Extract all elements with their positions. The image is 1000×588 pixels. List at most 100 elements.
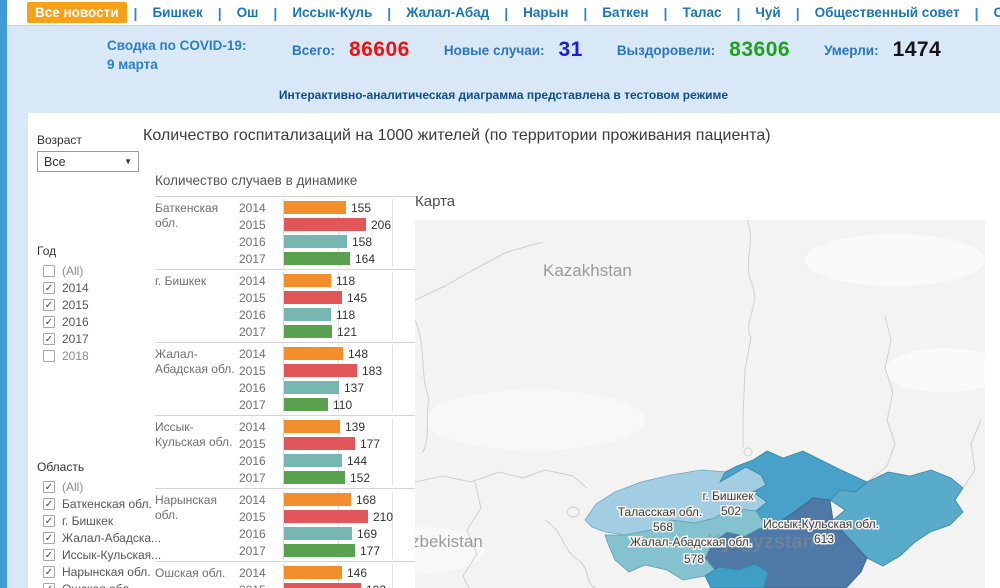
chart-year-label: 2016 bbox=[239, 380, 266, 395]
nav-item-8[interactable]: Чуй bbox=[755, 5, 781, 20]
checkbox-checked-icon[interactable]: ✓ bbox=[43, 531, 55, 544]
filters-region-option-3[interactable]: ✓ Жалал-Абадска... bbox=[43, 529, 161, 546]
dynamics-bar-chart: Количество случаев в динамике Баткенская… bbox=[155, 173, 417, 588]
nav-item-1[interactable]: Бишкек bbox=[152, 5, 203, 20]
filters-year-option-3[interactable]: ✓ 2016 bbox=[43, 313, 152, 330]
checkbox-checked-icon[interactable]: ✓ bbox=[43, 281, 55, 294]
bar-mark-2015[interactable] bbox=[284, 291, 342, 304]
filters-year-option-4[interactable]: ✓ 2017 bbox=[43, 330, 152, 347]
chart-bar-cell: 145 bbox=[283, 289, 415, 306]
checkbox-unchecked-icon[interactable] bbox=[43, 349, 55, 362]
chart-value-label: 146 bbox=[347, 565, 368, 580]
chart-bar-cell: 118 bbox=[283, 306, 415, 323]
bar-mark-2014[interactable] bbox=[284, 566, 342, 579]
region-filter-options: ✓ (All) ✓ Баткенская обл. ✓ г. Бишкек ✓ Жалал-А… bbox=[37, 478, 161, 588]
checkbox-checked-icon[interactable]: ✓ bbox=[43, 315, 55, 328]
checkbox-checked-icon[interactable]: ✓ bbox=[43, 298, 55, 311]
bar-mark-2015[interactable] bbox=[284, 364, 357, 377]
checkbox-label: Нарынская обл. bbox=[62, 564, 151, 579]
bar-mark-2016[interactable] bbox=[284, 527, 352, 540]
checkbox-checked-icon[interactable]: ✓ bbox=[43, 548, 55, 561]
bar-mark-2017[interactable] bbox=[284, 325, 332, 338]
nav-item-9[interactable]: Общественный совет bbox=[814, 5, 960, 20]
bar-mark-2015[interactable] bbox=[284, 437, 355, 450]
filters-year-option-2[interactable]: ✓ 2015 bbox=[43, 296, 152, 313]
filters-year-option-5[interactable]: 2018 bbox=[43, 347, 152, 364]
checkbox-checked-icon[interactable]: ✓ bbox=[43, 332, 55, 345]
page-left-accent-strip bbox=[0, 0, 7, 588]
filters-region-option-2[interactable]: ✓ г. Бишкек bbox=[43, 512, 152, 529]
filters-region-option-6[interactable]: ✓ Ошская обл. bbox=[43, 580, 152, 588]
chart-year-label: 2017 bbox=[239, 324, 266, 339]
chart-region-label: Иссык-Кульская обл. bbox=[155, 420, 233, 449]
chart-group-5: Ошская обл. 2014 146 2015 192 bbox=[155, 562, 417, 588]
nav-item-2[interactable]: Ош bbox=[236, 5, 259, 20]
checkbox-unchecked-icon[interactable] bbox=[43, 264, 55, 277]
bar-mark-2017[interactable] bbox=[284, 398, 328, 411]
checkbox-checked-icon[interactable]: ✓ bbox=[43, 480, 55, 493]
nav-item-5[interactable]: Нарын bbox=[523, 5, 569, 20]
nav-item-6[interactable]: Баткен bbox=[602, 5, 649, 20]
bar-mark-2016[interactable] bbox=[284, 454, 342, 467]
chart-year-label: 2014 bbox=[239, 419, 266, 434]
map-region-issyk-kul[interactable] bbox=[829, 469, 964, 567]
chart-group-3: Иссык-Кульская обл. 2014 139 2015 177 2016 144… bbox=[155, 416, 417, 489]
map-region-osh[interactable] bbox=[704, 563, 769, 588]
chart-row: 2017 164 bbox=[239, 250, 417, 267]
map-region-name-label: Иссык-Кульская обл. bbox=[763, 517, 879, 531]
filters-year-option-1[interactable]: ✓ 2014 bbox=[43, 279, 152, 296]
chart-value-label: 148 bbox=[348, 346, 369, 361]
nav-separator: | bbox=[217, 4, 222, 21]
map-terrain-patch bbox=[885, 348, 985, 392]
chart-row: 2015 206 bbox=[239, 216, 417, 233]
nav-item-10[interactable]: Опросник bbox=[993, 5, 1000, 20]
map-region-jalal-abad[interactable] bbox=[604, 507, 768, 581]
chart-bar-cell: 155 bbox=[283, 199, 415, 216]
filters-region-option-5[interactable]: ✓ Нарынская обл. bbox=[43, 563, 152, 580]
nav-item-3[interactable]: Иссык-Куль bbox=[292, 5, 373, 20]
bar-mark-2014[interactable] bbox=[284, 347, 343, 360]
checkbox-checked-icon[interactable]: ✓ bbox=[43, 514, 55, 527]
nav-item-4[interactable]: Жалал-Абад bbox=[406, 5, 490, 20]
nav-item-0[interactable]: Все новости bbox=[27, 2, 127, 23]
bar-mark-2014[interactable] bbox=[284, 420, 340, 433]
age-filter-dropdown[interactable]: Все ▼ bbox=[37, 151, 139, 172]
chart-group-rows: 2014 118 2015 145 2016 118 2017 121 bbox=[239, 272, 417, 340]
bar-mark-2015[interactable] bbox=[284, 510, 368, 523]
chart-year-label: 2015 bbox=[239, 583, 283, 588]
chart-group-rows: 2014 168 2015 210 2016 169 2017 177 bbox=[239, 491, 417, 559]
bar-mark-2016[interactable] bbox=[284, 381, 339, 394]
filters-region-option-1[interactable]: ✓ Баткенская обл. bbox=[43, 495, 152, 512]
chart-value-label: 210 bbox=[373, 509, 394, 524]
bar-mark-2015[interactable] bbox=[284, 583, 361, 588]
checkbox-checked-icon[interactable]: ✓ bbox=[43, 582, 55, 588]
checkbox-checked-icon[interactable]: ✓ bbox=[43, 565, 55, 578]
map-region-value-label: 578 bbox=[684, 552, 704, 566]
bar-mark-2015[interactable] bbox=[284, 218, 366, 231]
country-border bbox=[544, 519, 596, 588]
chart-bar-cell: 177 bbox=[283, 435, 415, 452]
chart-row: 2015 183 bbox=[239, 362, 417, 379]
chart-value-label: 168 bbox=[356, 492, 377, 507]
kyrgyzstan-label: Kyrgyzstan bbox=[707, 531, 815, 553]
bar-mark-2014[interactable] bbox=[284, 493, 351, 506]
chart-row: 2017 177 bbox=[239, 542, 417, 559]
chart-value-label: 177 bbox=[360, 543, 381, 558]
filter-sidebar: Возраст Все ▼ Год (All) ✓ 2014 ✓ 2015 ✓ 2016 ✓ 2… bbox=[37, 133, 161, 588]
filters-region-option-4[interactable]: ✓ Иссык-Кульская... bbox=[43, 546, 161, 563]
bar-mark-2016[interactable] bbox=[284, 308, 331, 321]
checkbox-checked-icon[interactable]: ✓ bbox=[43, 497, 55, 510]
bar-mark-2017[interactable] bbox=[284, 252, 350, 265]
bar-mark-2014[interactable] bbox=[284, 201, 346, 214]
filters-year-option-0[interactable]: (All) bbox=[43, 262, 152, 279]
bar-mark-2014[interactable] bbox=[284, 274, 331, 287]
nav-item-7[interactable]: Талас bbox=[682, 5, 722, 20]
bar-mark-2017[interactable] bbox=[284, 544, 355, 557]
chart-bar-cell: 206 bbox=[283, 216, 415, 233]
bar-mark-2017[interactable] bbox=[284, 471, 345, 484]
nav-separator: | bbox=[387, 4, 392, 21]
bar-mark-2016[interactable] bbox=[284, 235, 347, 248]
chart-year-label: 2017 bbox=[239, 397, 266, 412]
chart-group-rows: 2014 148 2015 183 2016 137 2017 110 bbox=[239, 345, 417, 413]
filters-region-option-0[interactable]: ✓ (All) bbox=[43, 478, 152, 495]
